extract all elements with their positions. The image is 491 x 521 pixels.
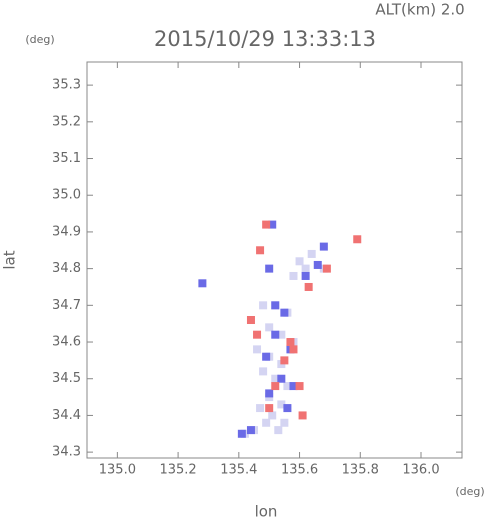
y-tick-label: 35.0 [52,188,81,203]
radar-echo [271,374,280,383]
altitude-label: ALT(km) 2.0 [375,1,464,19]
radar-echo [256,246,265,255]
radar-echo [319,242,328,251]
radar-echo [304,282,313,291]
y-tick-label: 34.6 [52,335,81,350]
radar-echo [246,316,255,325]
radar-echo [259,367,268,376]
radar-echo [301,264,310,273]
radar-echo [283,382,292,391]
radar-echo [262,352,271,361]
radar-echo [289,382,298,391]
radar-echo [262,418,271,427]
radar-echo [283,404,292,413]
y-tick-label: 35.1 [52,151,81,166]
radar-echo [253,345,262,354]
x-tick-label: 135.0 [99,463,136,478]
radar-echo [271,301,280,310]
x-tick-label: 135.2 [159,463,196,478]
x-tick-label: 135.6 [281,463,318,478]
x-tick-label: 135.8 [342,463,379,478]
x-axis-label: lon [255,503,278,521]
radar-echo [268,220,277,229]
radar-echo [277,400,286,409]
radar-echo [301,271,310,280]
y-tick-label: 34.9 [52,224,81,239]
y-unit: (deg) [25,33,54,46]
radar-echo [322,264,331,273]
radar-echo [265,404,274,413]
radar-echo [237,429,246,438]
radar-echo [265,323,274,332]
plot-frame [86,61,463,459]
y-tick-label: 34.4 [52,408,81,423]
radar-echo [268,411,277,420]
radar-echo [271,382,280,391]
radar-echo [246,426,255,435]
y-tick-label: 34.8 [52,261,81,276]
radar-echo [259,301,268,310]
radar-echo [277,374,286,383]
y-tick-label: 35.2 [52,114,81,129]
radar-echo [295,257,304,266]
y-tick-label: 35.3 [52,78,81,93]
radar-echo [353,235,362,244]
radar-echo [271,330,280,339]
radar-echo [295,382,304,391]
x-tick-label: 135.4 [220,463,257,478]
radar-echo [274,426,283,435]
y-tick-label: 34.7 [52,298,81,313]
radar-echo [313,260,322,269]
chart-title: 2015/10/29 13:33:13 [154,27,376,51]
radar-echo [289,271,298,280]
y-tick-label: 34.5 [52,371,81,386]
radar-echo [280,418,289,427]
y-axis-label: lat [1,250,19,269]
radar-echo [298,411,307,420]
radar-echo [262,220,271,229]
radar-echo [253,330,262,339]
radar-echo [289,345,298,354]
radar-echo [256,404,265,413]
x-unit: (deg) [455,485,484,498]
radar-echo [277,330,286,339]
y-tick-label: 34.3 [52,445,81,460]
radar-echo [265,264,274,273]
radar-echo [280,356,289,365]
radar-echo [286,338,295,347]
radar-echo [307,249,316,258]
radar-echo [280,308,289,317]
x-tick-label: 136.0 [402,463,439,478]
radar-echo [198,279,207,288]
radar-echo [265,389,274,398]
